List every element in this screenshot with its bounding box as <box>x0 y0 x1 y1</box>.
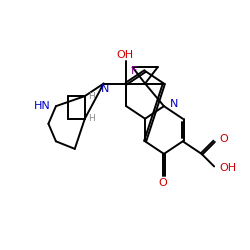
Text: OH: OH <box>220 164 237 173</box>
Text: N: N <box>170 99 178 109</box>
Text: HN: HN <box>34 101 51 111</box>
Text: F: F <box>131 66 137 76</box>
Text: O: O <box>220 134 228 144</box>
Text: N: N <box>101 84 109 94</box>
Text: H: H <box>88 114 94 123</box>
Text: H: H <box>88 92 94 100</box>
Text: OH: OH <box>116 50 134 60</box>
Text: O: O <box>158 178 167 188</box>
